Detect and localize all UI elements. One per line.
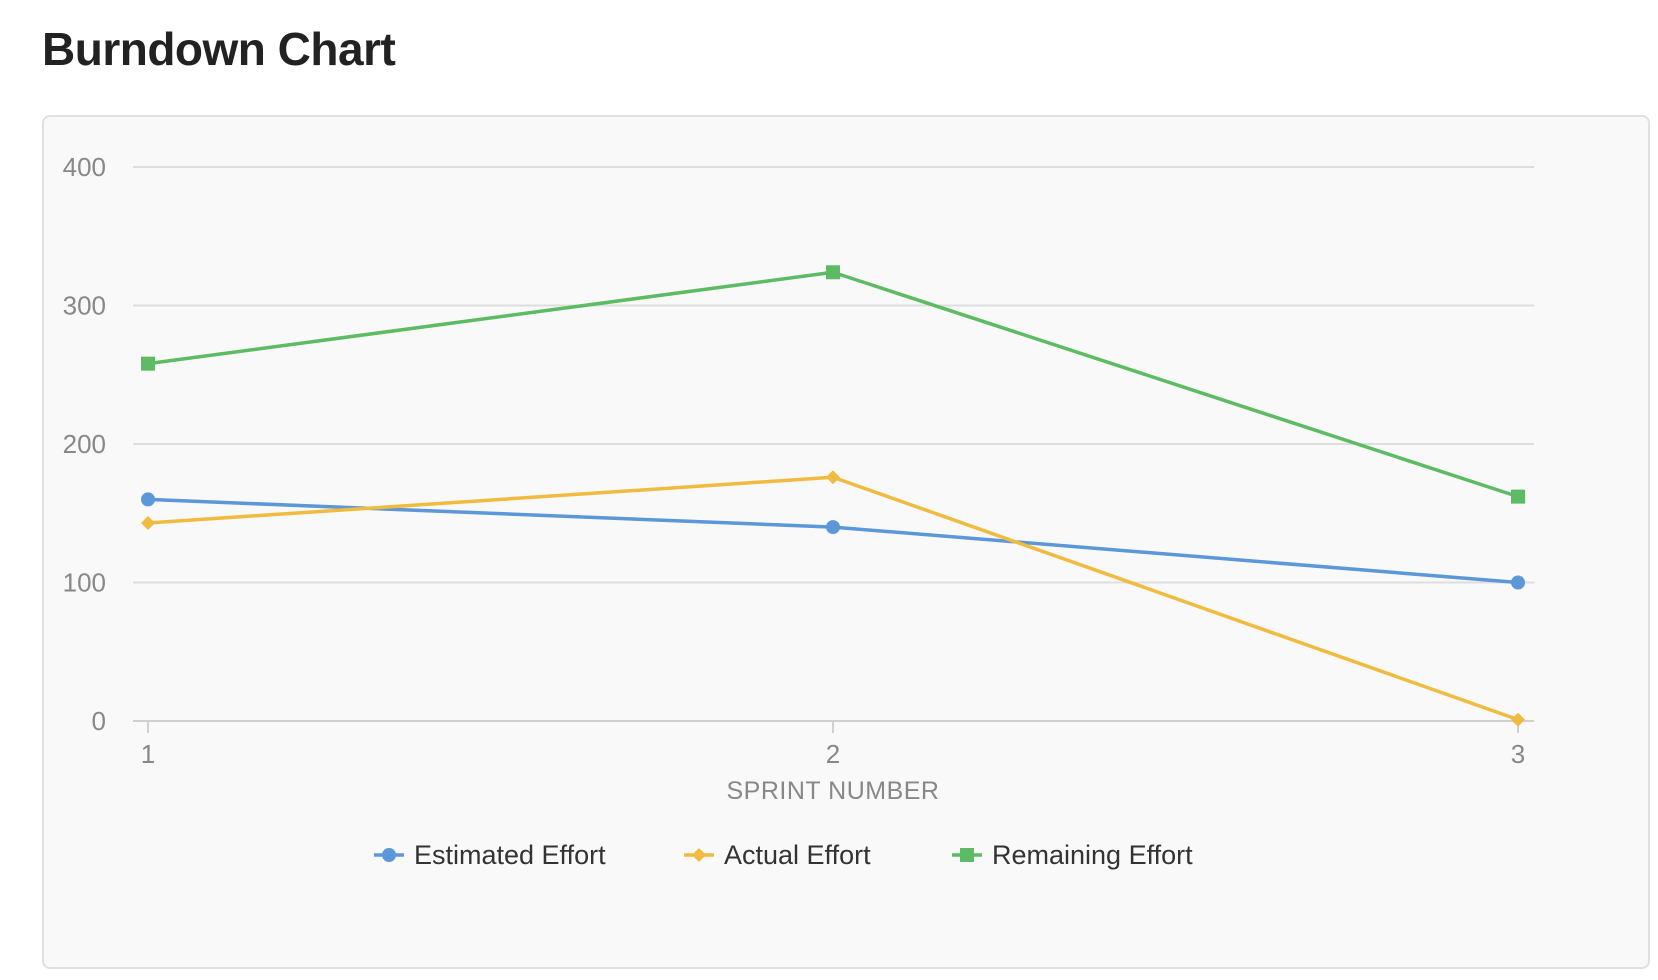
legend: Estimated Effort Actual Effort Remaining E…: [374, 840, 1193, 870]
y-axis: 0 100 200 300 400: [63, 152, 106, 736]
series-estimated-effort: [141, 492, 1525, 590]
data-point-2-0: [141, 356, 155, 371]
chart-card: 1 2 3 0 100 200 300 400 SPRINT NUMBER Estimate…: [42, 115, 1650, 969]
legend-label-1: Actual Effort: [724, 840, 871, 870]
data-point-0-2: [1511, 575, 1525, 590]
y-tick-label-0: 0: [92, 706, 106, 736]
y-tick-label-100: 100: [63, 568, 106, 598]
legend-label-2: Remaining Effort: [992, 840, 1193, 870]
grid-lines: [133, 166, 1534, 722]
series-group: [141, 265, 1525, 727]
page-title: Burndown Chart: [42, 23, 396, 75]
legend-item-2[interactable]: Remaining Effort: [952, 840, 1193, 870]
data-point-0-1: [826, 520, 840, 535]
series-actual-effort: [141, 470, 1525, 727]
data-point-1-2: [1511, 712, 1525, 727]
x-tick-label-1: 1: [141, 739, 155, 769]
x-axis: 1 2 3: [141, 721, 1525, 769]
data-point-0-0: [141, 492, 155, 507]
y-tick-label-200: 200: [63, 429, 106, 459]
legend-label-0: Estimated Effort: [414, 840, 606, 870]
legend-item-0[interactable]: Estimated Effort: [374, 840, 606, 870]
series-line-1: [147, 475, 1519, 722]
legend-marker-1: [692, 848, 706, 862]
data-point-2-1: [826, 265, 840, 280]
data-point-1-0: [141, 515, 155, 530]
x-tick-label-2: 2: [826, 739, 840, 769]
data-point-1-1: [826, 470, 840, 485]
y-tick-label-300: 300: [63, 291, 106, 321]
burndown-line-chart: 1 2 3 0 100 200 300 400 SPRINT NUMBER Estimate…: [63, 152, 1534, 870]
series-remaining-effort: [141, 265, 1525, 504]
legend-marker-0: [382, 848, 396, 862]
data-point-2-2: [1511, 489, 1525, 504]
legend-item-1[interactable]: Actual Effort: [684, 840, 871, 870]
y-tick-label-400: 400: [63, 152, 106, 182]
x-tick-label-3: 3: [1511, 739, 1525, 769]
x-axis-title: SPRINT NUMBER: [726, 777, 939, 805]
series-line-0: [147, 497, 1519, 585]
legend-marker-2: [960, 848, 974, 862]
